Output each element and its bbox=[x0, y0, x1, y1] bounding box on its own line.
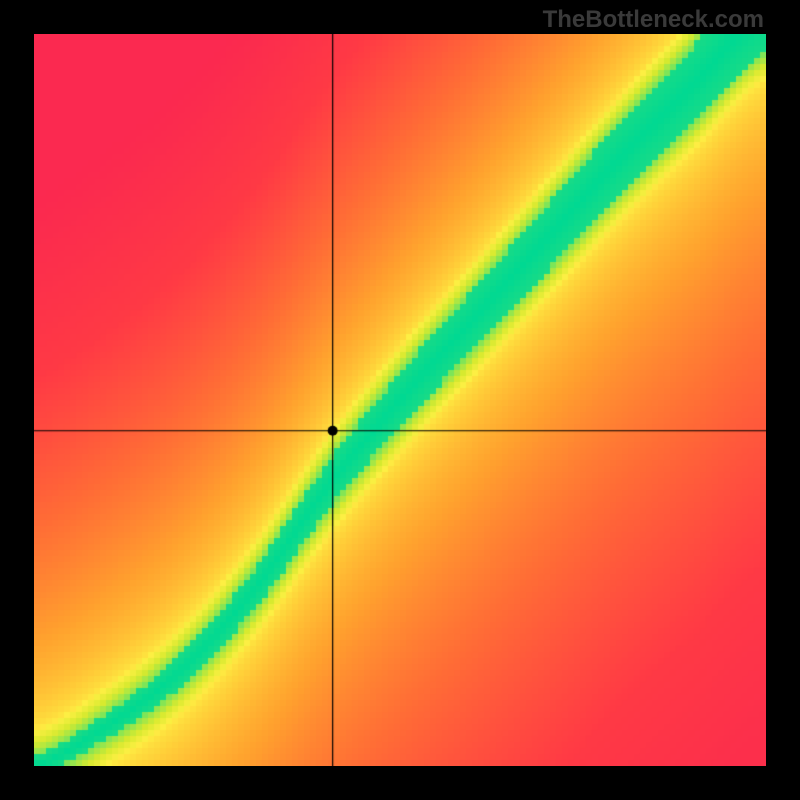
bottleneck-heatmap bbox=[34, 34, 766, 766]
watermark-text: TheBottleneck.com bbox=[543, 6, 764, 34]
chart-container: TheBottleneck.com bbox=[0, 0, 800, 800]
